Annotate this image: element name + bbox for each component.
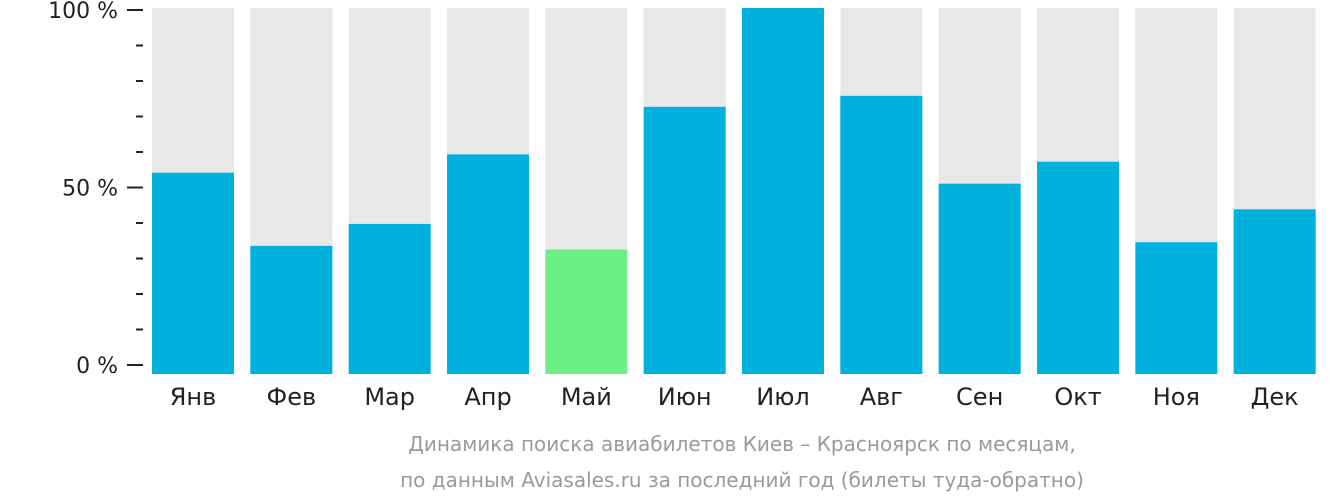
x-tick-label: Мар — [364, 383, 415, 411]
x-tick-label: Дек — [1251, 383, 1299, 411]
bar — [152, 172, 234, 374]
x-tick-label: Июл — [756, 383, 810, 411]
x-tick-label: Янв — [170, 383, 217, 411]
y-tick-label: 50 % — [62, 177, 118, 202]
bar — [938, 183, 1021, 374]
bar — [545, 249, 628, 374]
bar — [1135, 242, 1218, 374]
chart-caption-line-1: Динамика поиска авиабилетов Киев – Красн… — [408, 432, 1076, 456]
bar — [1233, 209, 1316, 374]
x-tick-label: Окт — [1054, 383, 1101, 411]
bar — [742, 8, 824, 374]
chart-caption-line-2: по данным Aviasales.ru за последний год … — [400, 468, 1084, 492]
x-tick-label: Авг — [860, 383, 903, 411]
x-tick-label: Май — [561, 383, 612, 411]
bar — [447, 154, 529, 374]
bar — [1037, 161, 1119, 374]
x-tick-label: Фев — [267, 383, 317, 411]
bar — [840, 95, 923, 374]
y-tick-label: 0 % — [76, 354, 118, 379]
x-tick-label: Апр — [464, 383, 511, 411]
y-tick-label: 100 % — [48, 0, 118, 24]
x-tick-label: Ноя — [1153, 383, 1200, 411]
bar — [348, 223, 431, 374]
x-tick-label: Июн — [658, 383, 712, 411]
bar — [250, 245, 333, 374]
bar — [643, 106, 726, 374]
x-tick-label: Сен — [956, 383, 1003, 411]
